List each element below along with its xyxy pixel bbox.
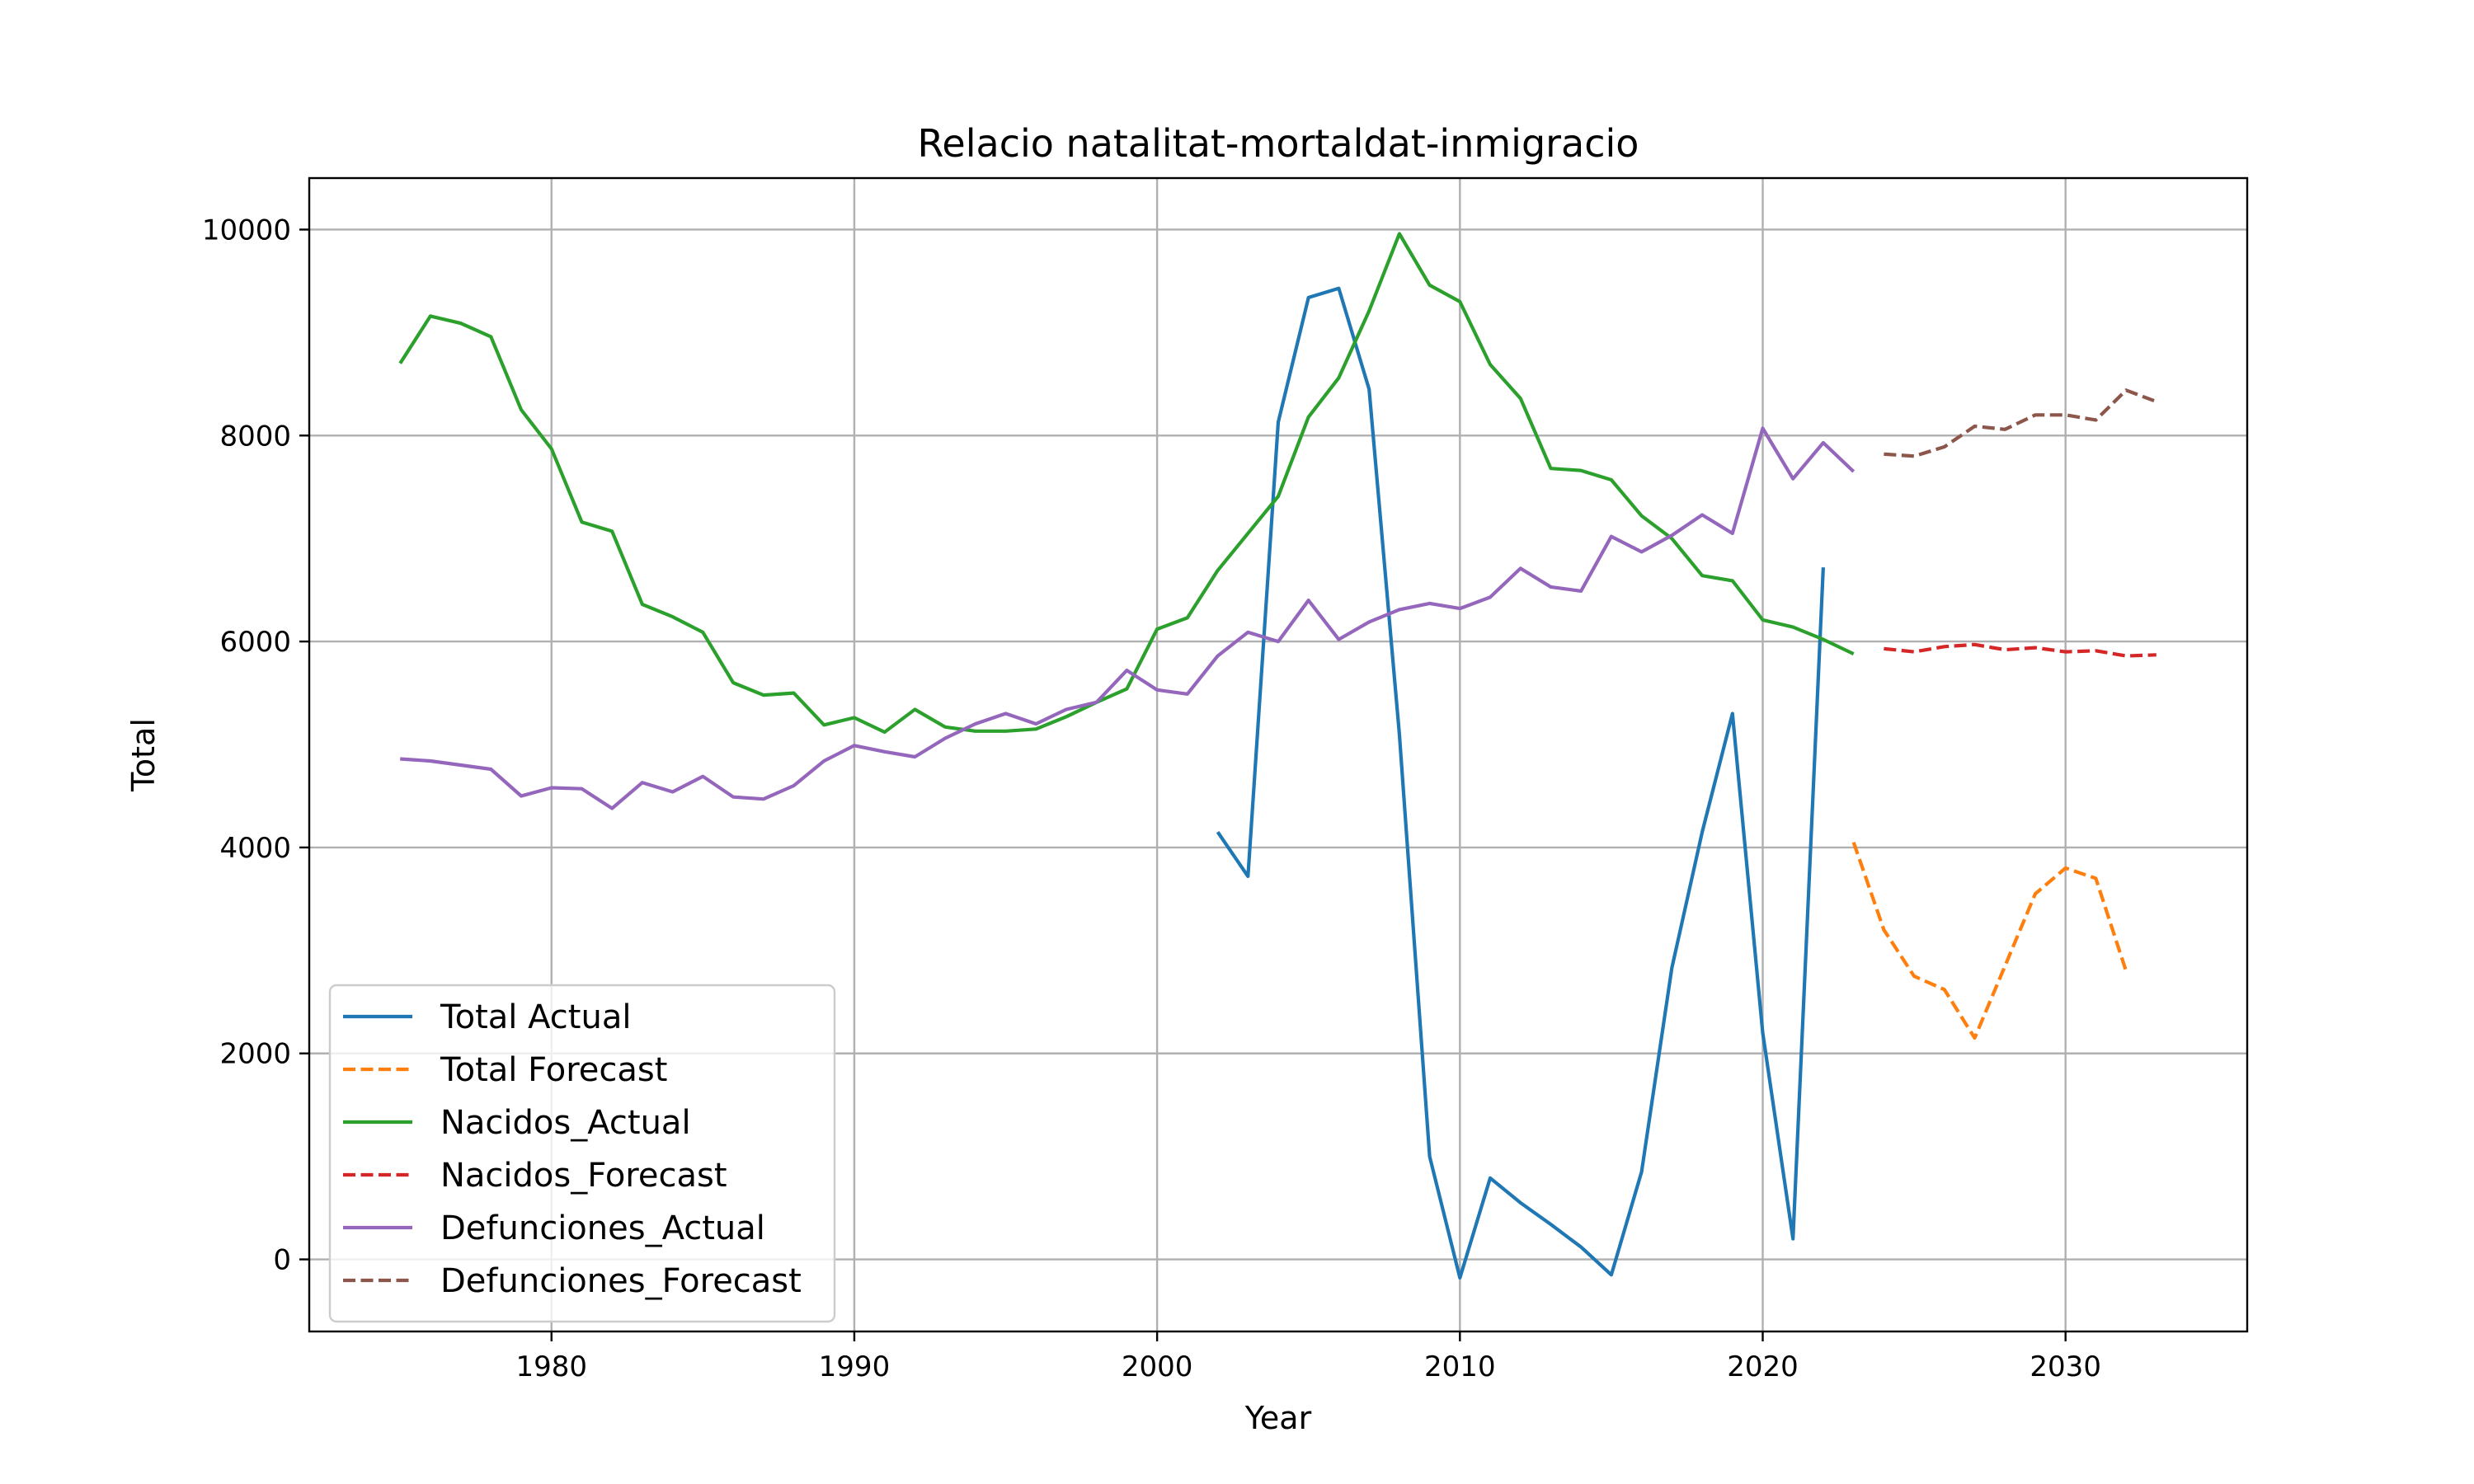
legend: Total Actual Total Forecast Nacidos_Actual… — [328, 984, 836, 1323]
legend-label: Defunciones_Actual — [440, 1209, 765, 1247]
legend-label: Total Actual — [440, 998, 631, 1036]
x-tick-label: 1990 — [819, 1350, 891, 1383]
y-tick-label: 6000 — [219, 626, 291, 659]
plot-area — [398, 232, 2157, 1280]
legend-label: Total Forecast — [440, 1051, 667, 1089]
series-line-nacidos-forecast — [1884, 642, 2157, 658]
chart-title: Relacio natalitat-mortaldat-inmigracio — [918, 121, 1639, 166]
series-line-defunciones-forecast — [1884, 388, 2157, 458]
plot-frame — [308, 176, 2249, 1333]
x-axis-ticks: 1980 1990 2000 2010 2020 2030 — [515, 1331, 2101, 1383]
y-axis-ticks: 0 2000 4000 6000 8000 10000 — [202, 214, 309, 1277]
y-tick-label: 0 — [273, 1244, 291, 1277]
x-tick-label: 2000 — [1122, 1350, 1193, 1383]
y-tick-label: 2000 — [219, 1038, 291, 1071]
series-line-total-actual — [1216, 286, 1825, 1280]
series-lines — [398, 232, 2157, 1280]
series-line-nacidos-actual — [398, 232, 1855, 735]
series-line-defunciones-actual — [400, 426, 1856, 810]
series-line-total-forecast — [1851, 842, 2128, 1040]
legend-label: Nacidos_Actual — [440, 1104, 691, 1142]
y-tick-label: 4000 — [219, 832, 291, 865]
x-tick-label: 2010 — [1424, 1350, 1496, 1383]
y-tick-label: 10000 — [202, 214, 291, 247]
x-axis-label: Year — [1244, 1400, 1312, 1436]
legend-box — [328, 984, 836, 1323]
y-tick-label: 8000 — [219, 420, 291, 453]
x-tick-label: 2030 — [2030, 1350, 2101, 1383]
x-tick-label: 2020 — [1727, 1350, 1799, 1383]
x-tick-label: 1980 — [515, 1350, 587, 1383]
y-axis-label: Total — [125, 718, 162, 792]
legend-label: Defunciones_Forecast — [440, 1262, 802, 1300]
legend-label: Nacidos_Forecast — [440, 1157, 727, 1195]
